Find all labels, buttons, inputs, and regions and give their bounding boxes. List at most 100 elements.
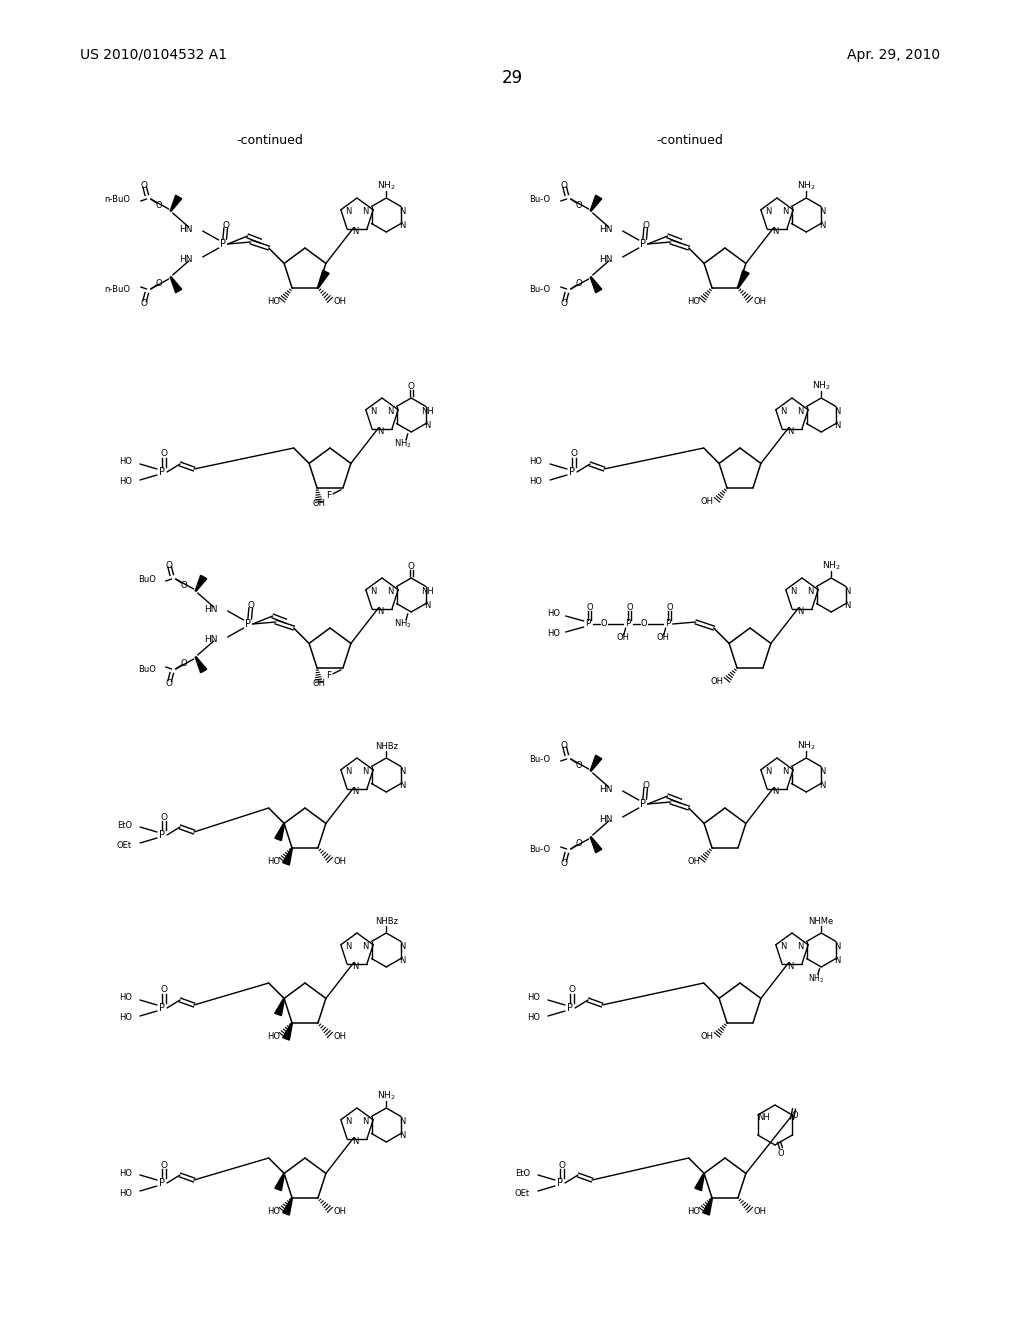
Text: P: P [625, 619, 631, 628]
Text: N: N [399, 207, 406, 216]
Text: N: N [797, 607, 804, 615]
Text: N: N [819, 207, 825, 216]
Text: N: N [345, 942, 351, 952]
Text: O: O [575, 760, 582, 770]
Text: O: O [568, 986, 575, 994]
Text: O: O [600, 619, 607, 628]
Text: O: O [408, 381, 415, 391]
Polygon shape [317, 271, 329, 288]
Text: HO: HO [267, 297, 280, 306]
Text: OH: OH [700, 498, 713, 507]
Text: N: N [424, 601, 430, 610]
Text: N: N [371, 587, 377, 597]
Text: N: N [362, 207, 369, 216]
Polygon shape [590, 837, 602, 853]
Text: HO: HO [267, 1032, 280, 1041]
Text: O: O [575, 838, 582, 847]
Text: N: N [798, 942, 804, 952]
Text: P: P [569, 467, 575, 477]
Text: NH$_2$: NH$_2$ [394, 618, 412, 630]
Text: HO: HO [687, 1208, 700, 1216]
Text: BuO: BuO [138, 664, 156, 673]
Text: O: O [642, 781, 649, 791]
Text: N: N [371, 407, 377, 416]
Text: NH$_2$: NH$_2$ [812, 380, 830, 392]
Text: P: P [159, 1177, 165, 1188]
Text: OH: OH [710, 677, 723, 686]
Text: OH: OH [334, 1032, 347, 1041]
Text: NH$_2$: NH$_2$ [808, 973, 824, 985]
Text: N: N [399, 942, 406, 952]
Text: HO: HO [527, 1014, 540, 1023]
Text: BuO: BuO [138, 574, 156, 583]
Text: NHMe: NHMe [809, 916, 834, 925]
Text: HN: HN [599, 224, 612, 234]
Text: EtO: EtO [515, 1168, 530, 1177]
Text: NH: NH [758, 1113, 770, 1122]
Text: O: O [161, 813, 168, 821]
Polygon shape [274, 998, 285, 1015]
Text: OH: OH [312, 680, 326, 688]
Text: N: N [399, 1131, 406, 1139]
Text: P: P [557, 1177, 563, 1188]
Text: O: O [156, 201, 162, 210]
Text: HN: HN [179, 224, 193, 234]
Text: HO: HO [529, 458, 542, 466]
Text: N: N [352, 787, 358, 796]
Text: N: N [345, 767, 351, 776]
Text: N: N [399, 1117, 406, 1126]
Text: HO: HO [267, 857, 280, 866]
Text: OH: OH [687, 857, 700, 866]
Polygon shape [590, 755, 602, 771]
Text: N: N [807, 587, 814, 597]
Text: N: N [782, 767, 788, 776]
Text: O: O [222, 222, 229, 231]
Text: Bu-O: Bu-O [529, 845, 551, 854]
Text: -continued: -continued [656, 133, 723, 147]
Text: O: O [627, 603, 633, 612]
Text: OH: OH [656, 634, 670, 643]
Text: O: O [156, 279, 162, 288]
Text: O: O [165, 561, 172, 569]
Text: O: O [667, 603, 673, 612]
Polygon shape [695, 1173, 705, 1191]
Text: HO: HO [267, 1208, 280, 1216]
Text: N: N [780, 407, 786, 416]
Text: N: N [362, 942, 369, 952]
Text: 29: 29 [502, 69, 522, 87]
Text: N: N [345, 207, 351, 216]
Text: NHBz: NHBz [375, 916, 397, 925]
Text: O: O [408, 561, 415, 570]
Text: HN: HN [599, 814, 612, 824]
Text: P: P [159, 1003, 165, 1012]
Text: N: N [352, 962, 358, 970]
Text: NH$_2$: NH$_2$ [377, 180, 395, 193]
Text: N: N [765, 207, 772, 216]
Text: N: N [835, 942, 841, 952]
Text: N: N [819, 767, 825, 776]
Text: O: O [560, 858, 567, 867]
Polygon shape [590, 277, 602, 293]
Text: N: N [399, 956, 406, 965]
Text: OH: OH [754, 297, 767, 306]
Text: HN: HN [599, 255, 612, 264]
Text: O: O [558, 1160, 565, 1170]
Text: HO: HO [119, 1188, 132, 1197]
Text: O: O [575, 279, 582, 288]
Text: n-BuO: n-BuO [104, 285, 131, 293]
Polygon shape [737, 271, 750, 288]
Text: N: N [362, 1117, 369, 1126]
Text: NH$_2$: NH$_2$ [377, 1090, 395, 1102]
Text: P: P [585, 619, 591, 628]
Text: N: N [844, 601, 851, 610]
Text: HO: HO [527, 994, 540, 1002]
Text: O: O [161, 1160, 168, 1170]
Text: N: N [782, 207, 788, 216]
Polygon shape [283, 1197, 293, 1214]
Text: Bu-O: Bu-O [529, 755, 551, 763]
Text: N: N [787, 962, 794, 970]
Text: OH: OH [616, 634, 629, 643]
Text: N: N [798, 407, 804, 416]
Text: N: N [377, 426, 383, 436]
Text: HO: HO [119, 458, 132, 466]
